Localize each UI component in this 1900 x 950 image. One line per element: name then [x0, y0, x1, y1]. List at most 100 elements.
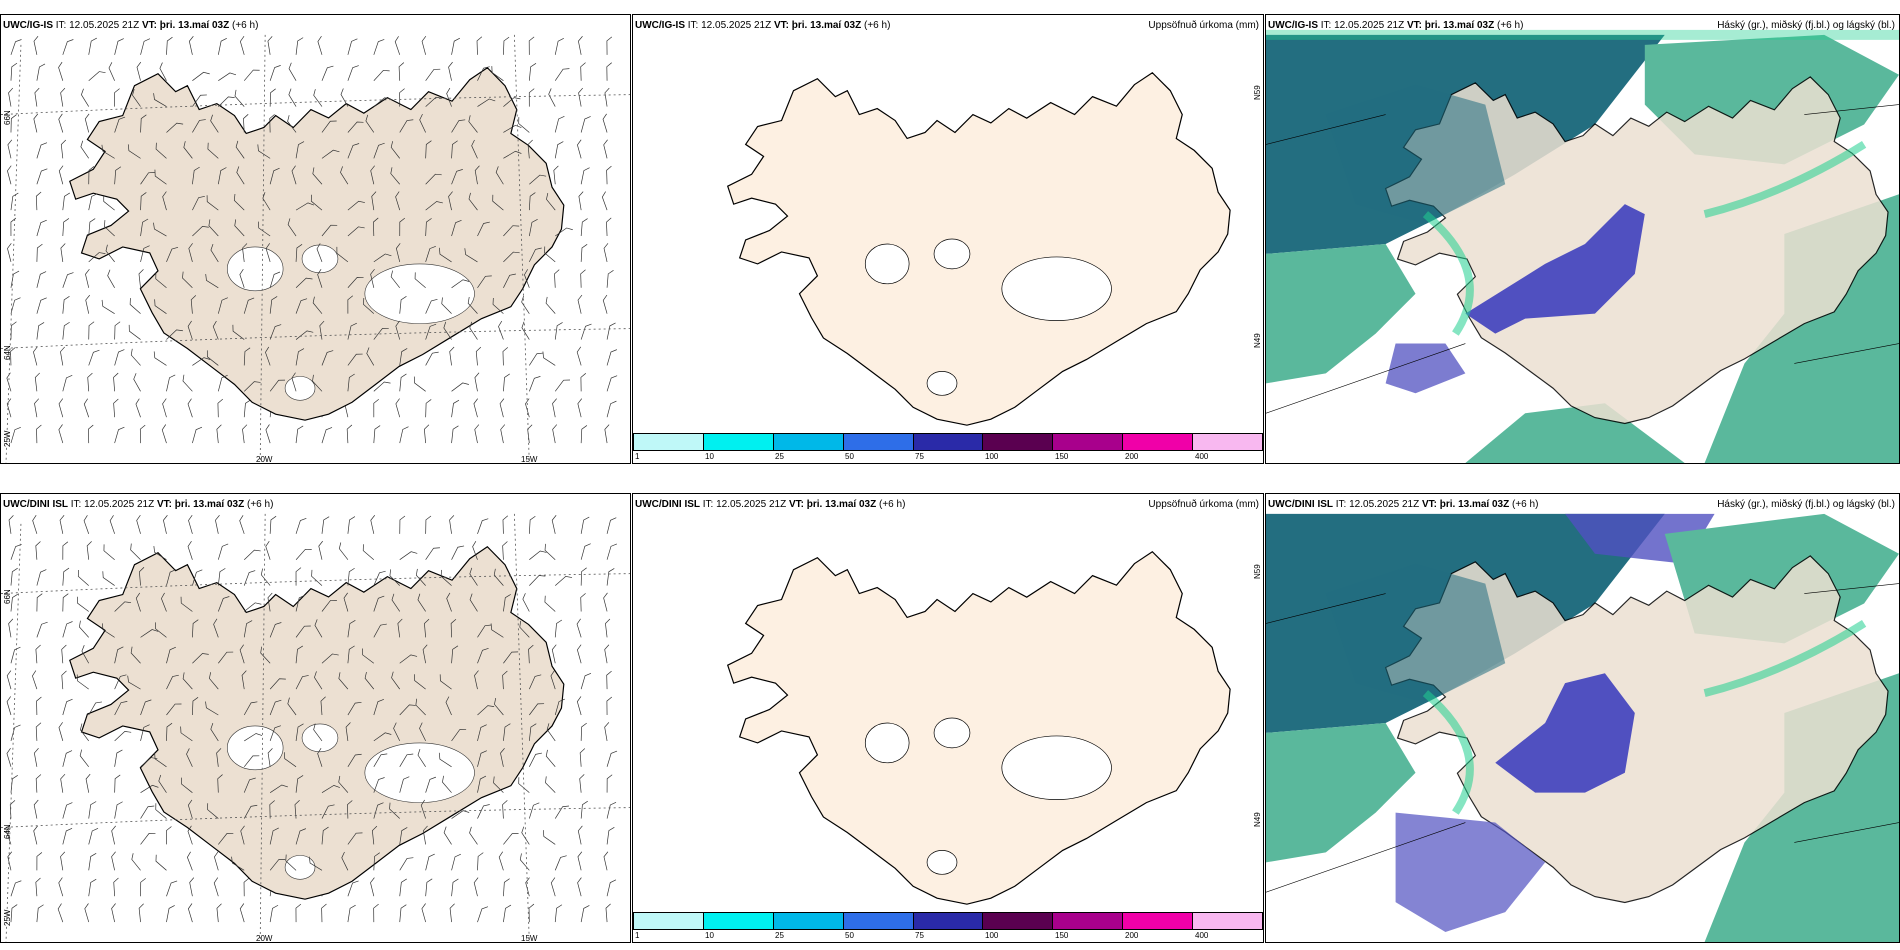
wind-barb — [446, 592, 452, 612]
wind-barb — [469, 321, 478, 340]
wind-barb — [155, 803, 167, 819]
wind-barb — [545, 296, 556, 314]
wind-barb — [314, 619, 323, 638]
wind-barb — [269, 379, 286, 392]
wind-barb — [242, 424, 248, 444]
wind-barb — [158, 774, 167, 793]
wind-barb — [347, 832, 363, 845]
wind-barb — [373, 802, 384, 819]
wind-barb — [421, 903, 426, 923]
lat-label: 25W — [3, 909, 12, 926]
wind-barb — [366, 347, 375, 366]
wind-barb — [319, 320, 325, 340]
wind-barb — [155, 142, 167, 159]
wind-barb — [580, 244, 588, 262]
wind-barb — [60, 851, 66, 871]
colorbar-tick-label: 100 — [985, 931, 999, 940]
wind-barb — [217, 167, 227, 185]
wind-barb — [62, 296, 70, 314]
colorbar-tick-label: 50 — [845, 931, 854, 940]
wind-barb — [183, 141, 193, 159]
wind-barb — [336, 246, 349, 263]
wind-barb — [295, 517, 307, 534]
wind-barb — [347, 295, 354, 314]
wind-barb — [234, 219, 245, 237]
wind-barb — [295, 202, 315, 211]
wind-barb — [605, 618, 611, 638]
wind-barb — [580, 567, 587, 586]
wind-barb — [399, 551, 418, 560]
wind-barb — [140, 245, 150, 262]
wind-barb — [60, 243, 66, 262]
wind-barb — [295, 903, 302, 923]
wind-barb — [419, 113, 426, 133]
wind-barb — [192, 697, 199, 716]
wind-barb — [62, 567, 70, 586]
wind-barb — [425, 853, 435, 871]
wind-barb — [398, 62, 405, 81]
wind-barb — [186, 851, 193, 871]
wind-barb — [425, 201, 443, 211]
wind-barb — [243, 114, 249, 133]
wind-barb — [338, 672, 349, 690]
wind-barb — [347, 753, 362, 767]
wind-barb — [83, 515, 90, 534]
wind-barb — [217, 37, 227, 55]
wind-barb — [269, 65, 281, 81]
wind-barb — [34, 87, 40, 107]
wind-barb — [477, 804, 490, 819]
wind-barb — [347, 516, 356, 534]
precip-colorbar — [633, 912, 1263, 930]
wind-barb — [347, 904, 356, 923]
wind-barb — [138, 903, 144, 923]
wind-barb — [114, 116, 126, 133]
colorbar-tick-label: 200 — [1125, 452, 1139, 461]
colorbar-tick-label: 50 — [845, 452, 854, 461]
wind-barb — [370, 877, 375, 897]
wind-barb — [347, 143, 360, 159]
wind-barb — [451, 728, 467, 742]
wind-barb — [131, 853, 141, 871]
wind-barb — [128, 324, 141, 340]
wind-barb — [218, 651, 234, 664]
wind-barb — [321, 516, 330, 534]
wind-barb — [295, 330, 314, 340]
wind-barb — [205, 701, 219, 716]
wind-barb — [154, 752, 167, 768]
wind-barb — [550, 670, 556, 690]
wind-barb — [606, 62, 612, 81]
wind-barb — [347, 620, 356, 638]
wind-barb — [10, 646, 21, 664]
wind-barb — [390, 167, 400, 185]
wind-barb — [373, 732, 392, 742]
wind-barb — [310, 194, 323, 211]
wind-barb — [477, 906, 489, 923]
wind-barb — [370, 268, 375, 288]
wind-barb — [425, 323, 437, 340]
wind-barb — [475, 346, 482, 366]
wind-barb — [554, 379, 571, 392]
wind-barb — [364, 671, 375, 690]
wind-barb — [554, 37, 564, 55]
colorbar-tick-label: 25 — [775, 452, 784, 461]
wind-barb — [425, 776, 437, 793]
wind-barb — [217, 398, 224, 418]
wind-barb — [340, 88, 349, 107]
wind-barb — [140, 114, 147, 133]
wind-barb — [114, 601, 132, 612]
wind-barb — [79, 723, 90, 742]
wind-barb — [391, 593, 401, 612]
wind-barb — [550, 877, 556, 897]
wind-barb — [417, 593, 426, 612]
wind-barb — [242, 243, 248, 262]
wind-barb — [451, 878, 459, 897]
wind-barb — [140, 172, 155, 185]
wind-barb — [295, 141, 305, 159]
wind-barb — [86, 541, 92, 560]
wind-barb — [373, 570, 386, 586]
wind-barb — [395, 320, 401, 340]
wind-barb — [136, 61, 142, 81]
wind-barb — [579, 774, 585, 793]
wind-barb — [166, 722, 173, 741]
wind-barb — [88, 349, 100, 366]
